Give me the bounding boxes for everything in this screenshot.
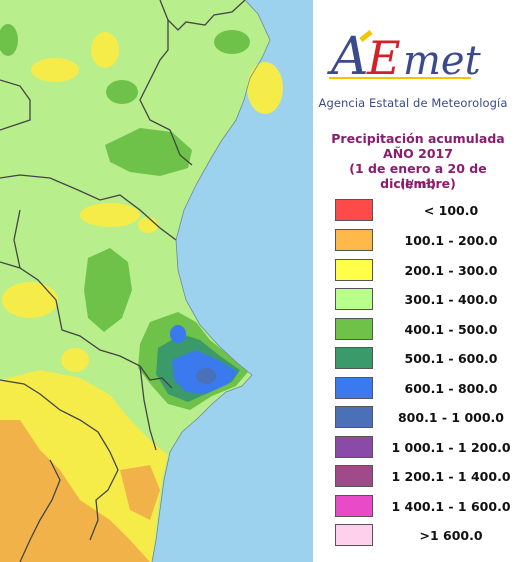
zone-400-500-b xyxy=(106,80,138,104)
legend-title: Precipitación acumulada xyxy=(331,131,505,146)
legend-period: (1 de enero a 20 de diciembre) xyxy=(349,161,487,191)
zone-800-1000 xyxy=(196,368,216,384)
legend-swatch xyxy=(335,436,373,458)
legend-label: < 100.0 xyxy=(423,203,479,218)
legend-year: AÑO 2017 xyxy=(383,146,453,161)
legend-item: < 100.0 xyxy=(335,199,523,223)
legend-label: 200.1 - 300.0 xyxy=(404,263,498,278)
precipitation-map xyxy=(0,0,313,562)
zone-400-500-f xyxy=(0,24,18,56)
legend-item: 600.1 - 800.0 xyxy=(335,377,523,401)
zone-200-300-g xyxy=(138,217,158,233)
coastline xyxy=(151,0,271,562)
zone-200-300-b xyxy=(31,58,79,82)
zone-100-200-south xyxy=(0,420,150,562)
legend-label: >1 600.0 xyxy=(419,528,483,543)
legend-item: 1 400.1 - 1 600.0 xyxy=(335,495,523,519)
legend-swatch xyxy=(335,377,373,399)
legend-label: 100.1 - 200.0 xyxy=(404,233,498,248)
legend-swatch xyxy=(335,524,373,546)
zone-200-300-e xyxy=(61,348,89,372)
zone-400-500-a xyxy=(214,30,250,54)
zone-200-300-a xyxy=(91,32,119,68)
legend-item: >1 600.0 xyxy=(335,524,523,548)
zone-600-800-north xyxy=(170,325,186,343)
aemet-logo: A E met xyxy=(327,27,482,87)
agency-name: Agencia Estatal de Meteorología xyxy=(318,96,508,110)
legend-label: 300.1 - 400.0 xyxy=(404,292,498,307)
legend-label: 1 000.1 - 1 200.0 xyxy=(391,440,511,455)
legend-label: 800.1 - 1 000.0 xyxy=(397,410,505,425)
legend-swatch xyxy=(335,406,373,428)
legend-item: 1 200.1 - 1 400.0 xyxy=(335,465,523,489)
legend-swatch xyxy=(335,288,373,310)
legend-label: 1 200.1 - 1 400.0 xyxy=(391,469,511,484)
legend-swatch xyxy=(335,199,373,221)
legend-label: 400.1 - 500.0 xyxy=(404,322,498,337)
legend-item: 100.1 - 200.0 xyxy=(335,229,523,253)
svg-text:met: met xyxy=(403,38,482,84)
legend-label: 500.1 - 600.0 xyxy=(404,351,498,366)
legend-item: 1 000.1 - 1 200.0 xyxy=(335,436,523,460)
zone-200-300-d xyxy=(2,282,58,318)
zone-400-500-c xyxy=(105,128,192,176)
legend-swatch xyxy=(335,347,373,369)
legend-swatch xyxy=(335,465,373,487)
legend-swatch xyxy=(335,259,373,281)
zone-200-300-f xyxy=(247,62,283,114)
legend-swatch xyxy=(335,318,373,340)
legend-unit: (l/m²) xyxy=(400,177,436,191)
legend-item: 800.1 - 1 000.0 xyxy=(335,406,523,430)
legend-swatch xyxy=(335,495,373,517)
legend-swatch xyxy=(335,229,373,251)
zone-200-300-c xyxy=(80,203,140,227)
zone-100-200-east xyxy=(120,465,160,520)
province-borders xyxy=(0,0,246,562)
legend-item: 300.1 - 400.0 xyxy=(335,288,523,312)
zone-400-500-d xyxy=(84,248,132,332)
legend-item: 500.1 - 600.0 xyxy=(335,347,523,371)
legend-label: 600.1 - 800.0 xyxy=(404,381,498,396)
legend-item: 200.1 - 300.0 xyxy=(335,259,523,283)
legend-label: 1 400.1 - 1 600.0 xyxy=(391,499,511,514)
svg-text:E: E xyxy=(366,31,401,85)
legend-item: 400.1 - 500.0 xyxy=(335,318,523,342)
legend-panel: A E met Agencia Estatal de Meteorología … xyxy=(313,0,523,562)
